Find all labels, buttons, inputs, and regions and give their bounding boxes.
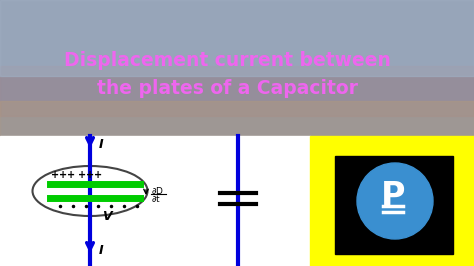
Bar <box>0 0 474 76</box>
Text: +: + <box>94 170 102 180</box>
Text: Ρ: Ρ <box>381 180 405 213</box>
Bar <box>310 136 474 266</box>
Text: $\partial$t: $\partial$t <box>151 193 161 203</box>
Text: V: V <box>102 210 111 222</box>
Text: +: + <box>78 170 86 180</box>
Text: +: + <box>51 170 59 180</box>
Bar <box>0 0 474 136</box>
Bar <box>0 66 474 116</box>
Bar <box>0 136 310 266</box>
Text: PUCHOTO: PUCHOTO <box>373 241 417 251</box>
Circle shape <box>357 163 433 239</box>
Bar <box>335 156 453 254</box>
Bar <box>0 101 474 136</box>
Text: +: + <box>67 170 75 180</box>
Text: I: I <box>99 243 104 256</box>
Text: Displacement current between: Displacement current between <box>64 52 391 70</box>
Text: the plates of a Capacitor: the plates of a Capacitor <box>97 78 358 98</box>
Text: +: + <box>86 170 94 180</box>
Text: +: + <box>59 170 67 180</box>
Text: I: I <box>99 138 104 151</box>
Text: $\partial$D: $\partial$D <box>151 185 164 197</box>
